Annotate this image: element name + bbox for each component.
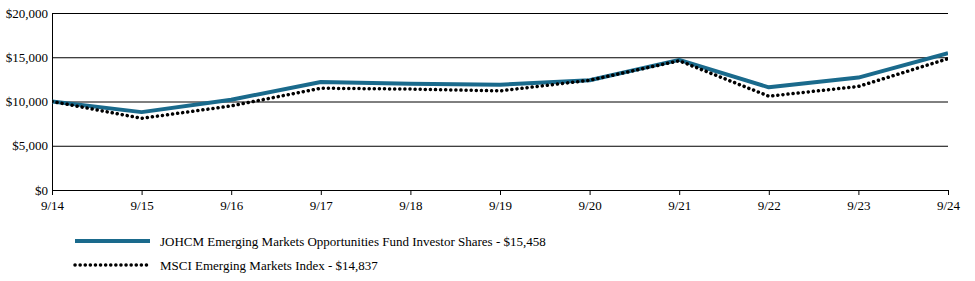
x-tick-label: 9/22 bbox=[758, 198, 781, 213]
y-tick: $0 bbox=[35, 183, 948, 198]
plot: $0$5,000$10,000$15,000$20,0009/149/159/1… bbox=[6, 6, 961, 213]
x-tick-mark bbox=[948, 190, 949, 195]
grid-line bbox=[52, 146, 948, 147]
x-tick: 9/15 bbox=[131, 190, 154, 213]
legend-label: JOHCM Emerging Markets Opportunities Fun… bbox=[160, 234, 546, 249]
x-tick: 9/24 bbox=[937, 190, 961, 213]
x-tick-label: 9/21 bbox=[668, 198, 691, 213]
series-line bbox=[52, 53, 948, 112]
x-tick-label: 9/20 bbox=[579, 198, 602, 213]
x-tick-mark bbox=[52, 190, 53, 195]
x-tick-label: 9/17 bbox=[310, 198, 334, 213]
x-tick: 9/17 bbox=[310, 190, 334, 213]
x-axis: 9/14 9/15 9/16 9/17 9/18 9/19 9/20 9/21 9/22 9/23… bbox=[41, 190, 961, 213]
x-tick-mark bbox=[590, 190, 591, 195]
legend-swatch bbox=[75, 239, 150, 243]
x-tick-label: 9/18 bbox=[399, 198, 422, 213]
grid-line bbox=[52, 102, 948, 103]
y-tick-label: $5,000 bbox=[12, 138, 48, 153]
x-tick-mark bbox=[769, 190, 770, 195]
x-tick: 9/22 bbox=[758, 190, 781, 213]
legend-label: MSCI Emerging Markets Index - $14,837 bbox=[160, 258, 378, 273]
x-tick: 9/18 bbox=[399, 190, 422, 213]
y-tick: $5,000 bbox=[12, 138, 948, 153]
x-tick-mark bbox=[231, 190, 232, 195]
grid-line bbox=[52, 13, 948, 14]
x-tick-mark bbox=[679, 190, 680, 195]
y-tick-label: $10,000 bbox=[6, 94, 48, 109]
y-tick-label: $15,000 bbox=[6, 50, 48, 65]
y-tick: $20,000 bbox=[6, 6, 948, 21]
y-tick-label: $20,000 bbox=[6, 6, 48, 21]
x-tick-label: 9/23 bbox=[847, 198, 870, 213]
y-tick: $10,000 bbox=[6, 94, 948, 109]
legend-swatch bbox=[75, 263, 150, 267]
chart: $0$5,000$10,000$15,000$20,0009/149/159/1… bbox=[0, 0, 975, 281]
x-tick: 9/16 bbox=[220, 190, 244, 213]
lines bbox=[52, 53, 948, 118]
series-line bbox=[52, 59, 948, 119]
x-tick-label: 9/19 bbox=[489, 198, 512, 213]
x-tick-label: 9/14 bbox=[41, 198, 65, 213]
x-tick-mark bbox=[858, 190, 859, 195]
x-tick-mark bbox=[321, 190, 322, 195]
x-tick-mark bbox=[410, 190, 411, 195]
x-tick-label: 9/15 bbox=[131, 198, 154, 213]
x-tick: 9/21 bbox=[668, 190, 691, 213]
y-axis-line bbox=[53, 14, 949, 191]
x-tick: 9/19 bbox=[489, 190, 512, 213]
x-tick-label: 9/24 bbox=[937, 198, 961, 213]
x-tick-label: 9/16 bbox=[220, 198, 244, 213]
x-tick-mark bbox=[500, 190, 501, 195]
x-tick-mark bbox=[142, 190, 143, 195]
x-tick: 9/14 bbox=[41, 190, 65, 213]
legend: JOHCM Emerging Markets Opportunities Fun… bbox=[75, 234, 546, 273]
y-tick-label: $0 bbox=[35, 183, 48, 198]
grid-line bbox=[52, 57, 948, 58]
x-tick: 9/23 bbox=[847, 190, 870, 213]
y-tick: $15,000 bbox=[6, 50, 948, 65]
x-tick: 9/20 bbox=[579, 190, 602, 213]
y-axis: $0 $5,000 $10,000 $15,000 $20,000 bbox=[6, 6, 948, 198]
